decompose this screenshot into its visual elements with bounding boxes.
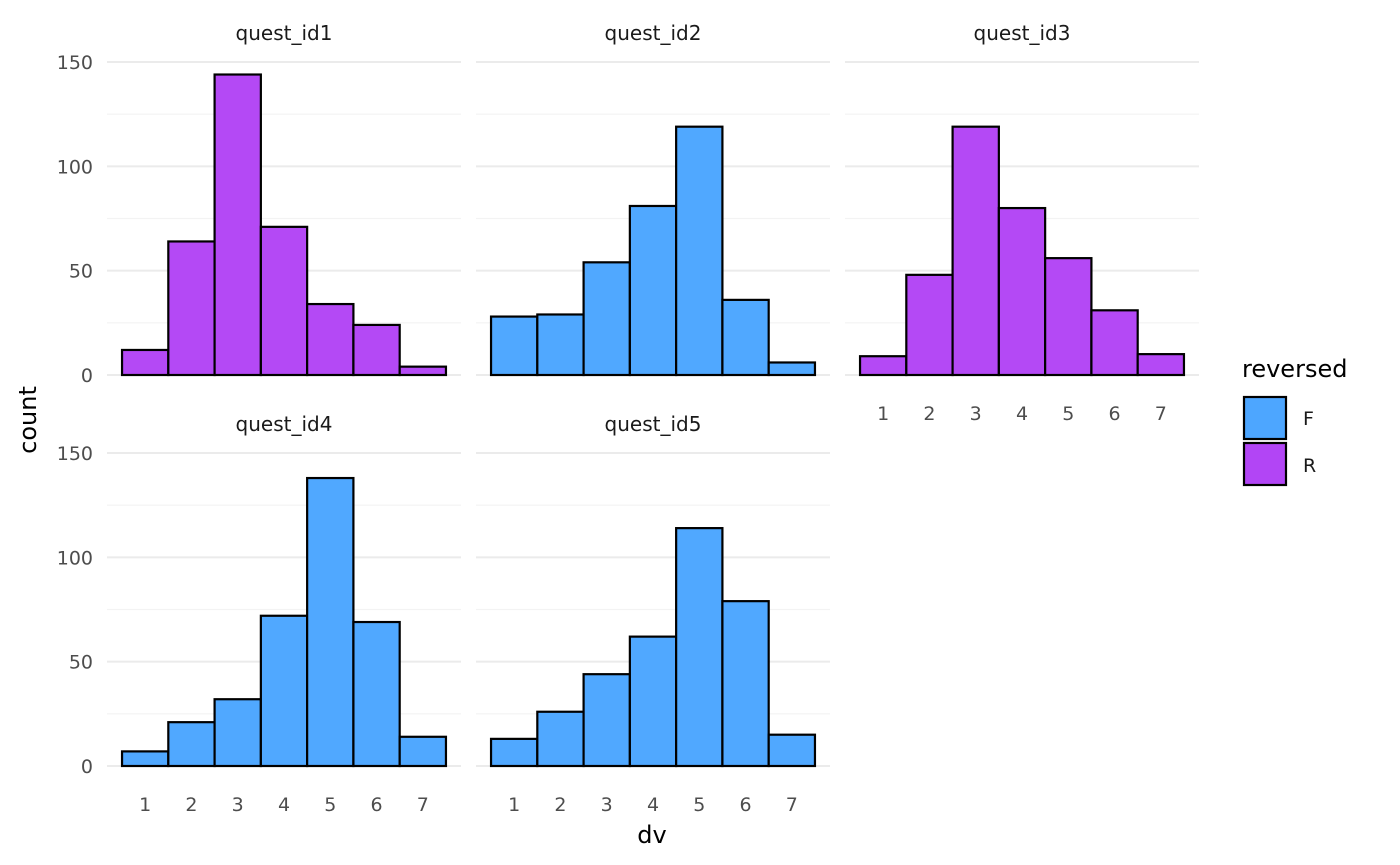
x-tick-label: 7: [417, 794, 429, 816]
bar-quest_id1-1: [120, 348, 170, 377]
x-tick-label: 7: [1155, 403, 1167, 425]
legend-label-f: F: [1303, 408, 1314, 430]
y-tick-label: 100: [57, 156, 93, 178]
legend-title: reversed: [1242, 355, 1347, 383]
bar-quest_id4-5: [306, 476, 355, 768]
x-tick-label: 4: [647, 794, 659, 816]
x-axis-title: dv: [637, 821, 666, 849]
facet-title: quest_id5: [605, 412, 702, 436]
legend-key-r: [1242, 441, 1288, 487]
bar-quest_id4-4: [259, 614, 309, 768]
facet-title: quest_id3: [974, 21, 1071, 45]
legend-key-f: [1242, 395, 1288, 441]
bar-quest_id5-2: [536, 710, 585, 768]
bar-quest_id3-5: [1044, 257, 1093, 377]
facet-title: quest_id2: [605, 21, 702, 45]
facet-quest_id1: quest_id1 0 50 100 150: [57, 21, 461, 387]
y-tick-label: 50: [69, 652, 93, 674]
facet-quest_id2: quest_id2: [476, 21, 830, 377]
bar-quest_id1-3: [213, 73, 262, 377]
bar-quest_id1-5: [306, 302, 355, 377]
bar-quest_id2-7: [767, 361, 817, 377]
bar-quest_id5-5: [675, 527, 724, 768]
bar-quest_id3-6: [1090, 309, 1139, 377]
bar-quest_id5-6: [721, 600, 770, 768]
x-tick-label: 1: [139, 794, 151, 816]
x-tick-label: 2: [554, 794, 566, 816]
bar-quest_id5-7: [767, 733, 817, 768]
bar-quest_id1-6: [352, 323, 401, 377]
bar-quest_id2-5: [675, 125, 724, 377]
bar-quest_id3-2: [905, 273, 954, 377]
bar-quest_id2-3: [582, 261, 631, 377]
bar-quest_id1-7: [398, 365, 448, 377]
bar-quest_id4-1: [120, 750, 170, 768]
bar-quest_id2-1: [489, 315, 539, 377]
x-tick-label: 5: [1062, 403, 1074, 425]
y-tick-label: 150: [57, 52, 93, 74]
bar-quest_id5-1: [489, 737, 539, 768]
facet-title: quest_id4: [236, 412, 333, 436]
bar-quest_id4-2: [167, 721, 216, 768]
bar-quest_id4-3: [213, 698, 262, 768]
x-tick-label: 5: [693, 794, 705, 816]
legend: reversed F R: [1242, 355, 1347, 487]
x-tick-label: 3: [232, 794, 244, 816]
x-tick-label: 3: [970, 403, 982, 425]
bar-quest_id4-7: [398, 735, 448, 768]
x-tick-label: 6: [740, 794, 752, 816]
bar-quest_id4-6: [352, 620, 401, 768]
x-tick-label: 2: [185, 794, 197, 816]
legend-label-r: R: [1303, 455, 1316, 477]
x-tick-label: 4: [278, 794, 290, 816]
bar-quest_id5-3: [582, 673, 631, 768]
bar-quest_id2-4: [628, 204, 678, 377]
y-axis-title: count: [14, 386, 42, 454]
y-tick-label: 0: [81, 756, 93, 778]
bar-quest_id5-4: [628, 635, 678, 768]
x-tick-label: 6: [371, 794, 383, 816]
x-tick-label: 3: [601, 794, 613, 816]
x-tick-label: 6: [1109, 403, 1121, 425]
bar-quest_id3-1: [858, 355, 908, 377]
y-tick-label: 50: [69, 261, 93, 283]
y-tick-label: 0: [81, 365, 93, 387]
y-tick-label: 100: [57, 547, 93, 569]
facet-quest_id4: quest_id4 0 50 100 150 1 2 3 4 5 6 7: [57, 412, 461, 816]
facet-quest_id5: quest_id5 1 2 3 4 5 6 7: [476, 412, 830, 816]
bar-quest_id3-4: [997, 206, 1047, 377]
x-tick-label: 1: [877, 403, 889, 425]
x-tick-label: 7: [786, 794, 798, 816]
y-tick-label: 150: [57, 443, 93, 465]
x-tick-label: 1: [508, 794, 520, 816]
x-tick-label: 5: [324, 794, 336, 816]
x-tick-label: 2: [923, 403, 935, 425]
facet-quest_id3: quest_id3 1 2 3 4 5 6 7: [845, 21, 1199, 425]
bar-quest_id2-6: [721, 298, 770, 377]
bar-quest_id2-2: [536, 313, 585, 377]
bar-quest_id1-2: [167, 240, 216, 377]
facet-title: quest_id1: [236, 21, 333, 45]
bar-quest_id3-7: [1136, 353, 1186, 377]
bar-quest_id3-3: [951, 125, 1000, 377]
bar-quest_id1-4: [259, 225, 309, 377]
x-tick-label: 4: [1016, 403, 1028, 425]
